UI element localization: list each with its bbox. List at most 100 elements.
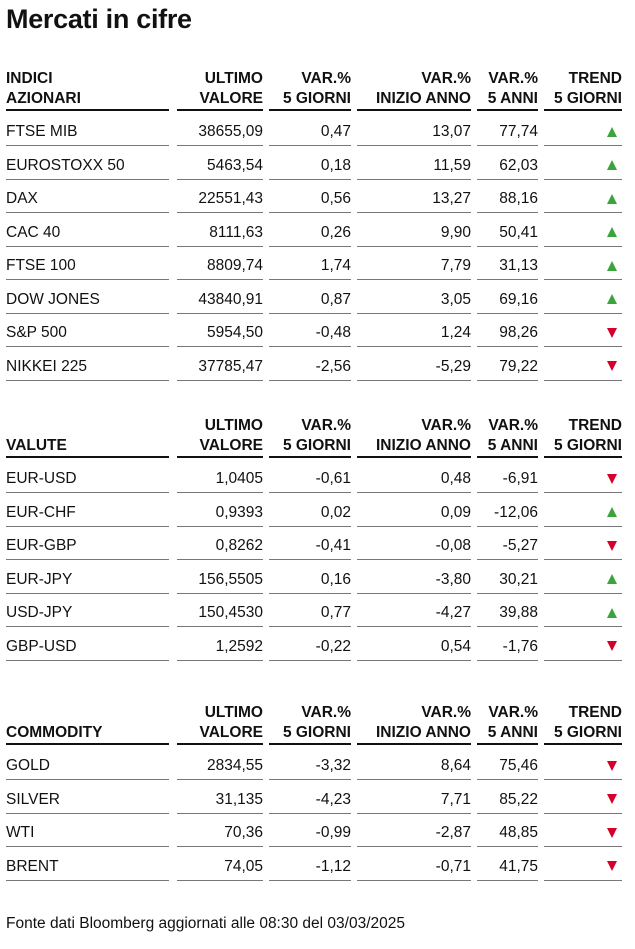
table-row: GOLD 2834,55 -3,32 8,64 75,46 [6, 748, 622, 782]
column-header-line: INIZIO ANNO [375, 90, 471, 107]
section-label-line: VALUTE [6, 437, 67, 454]
table-header: COMMODITY ULTIMO VALORE VAR.% 5 GIORNI VAR.% I… [6, 703, 622, 748]
cell-trend [544, 349, 622, 381]
cell-var5: -4,23 [269, 782, 351, 814]
cell-var5anni: 88,16 [477, 181, 538, 213]
cell-trend [544, 148, 622, 180]
section-table: VALUTE ULTIMO VALORE VAR.% 5 GIORNI VAR.% INIZ… [6, 416, 622, 663]
triangle-up-icon [607, 294, 617, 305]
cell-name: EUR-CHF [6, 495, 169, 527]
table-header: VALUTE ULTIMO VALORE VAR.% 5 GIORNI VAR.% INIZ… [6, 416, 622, 461]
column-header-line: INIZIO ANNO [375, 724, 471, 741]
cell-trend [544, 248, 622, 280]
cell-varAnno: 3,05 [357, 282, 471, 314]
cell-trend [544, 748, 622, 780]
triangle-up-icon [607, 160, 617, 171]
cell-trend [544, 849, 622, 881]
cell-var5anni: 85,22 [477, 782, 538, 814]
cell-trend [544, 461, 622, 493]
cell-name: WTI [6, 815, 169, 847]
cell-varAnno: 1,24 [357, 315, 471, 347]
cell-var5anni: 41,75 [477, 849, 538, 881]
column-header-line: 5 GIORNI [553, 90, 622, 107]
triangle-down-icon [607, 794, 617, 805]
cell-ultimo: 43840,91 [177, 282, 263, 314]
cell-trend [544, 315, 622, 347]
triangle-down-icon [607, 361, 617, 372]
cell-var5anni: 98,26 [477, 315, 538, 347]
cell-var5anni: 31,13 [477, 248, 538, 280]
section-label-line [6, 703, 169, 723]
column-header-line: 5 GIORNI [282, 724, 351, 741]
column-header-line: ULTIMO [204, 70, 263, 87]
cell-name: EUR-GBP [6, 528, 169, 560]
table-header: INDICI AZIONARI ULTIMO VALORE VAR.% 5 GIORNI V… [6, 69, 622, 114]
column-header-var5anni: VAR.% 5 ANNI [477, 69, 538, 111]
column-header-line: VALORE [199, 90, 263, 107]
table-row: FTSE MIB 38655,09 0,47 13,07 77,74 [6, 114, 622, 148]
cell-varAnno: 7,71 [357, 782, 471, 814]
cell-trend [544, 215, 622, 247]
section-label: VALUTE [6, 416, 169, 458]
cell-varAnno: -2,87 [357, 815, 471, 847]
cell-var5: 0,77 [269, 595, 351, 627]
table-row: SILVER 31,135 -4,23 7,71 85,22 [6, 782, 622, 816]
column-header-ultimo: ULTIMO VALORE [177, 69, 263, 111]
triangle-down-icon [607, 641, 617, 652]
cell-varAnno: 13,07 [357, 114, 471, 146]
cell-var5: 0,56 [269, 181, 351, 213]
column-header-line: VALORE [199, 724, 263, 741]
section-label: COMMODITY [6, 703, 169, 745]
cell-var5: -0,61 [269, 461, 351, 493]
cell-var5anni: 77,74 [477, 114, 538, 146]
cell-ultimo: 150,4530 [177, 595, 263, 627]
cell-trend [544, 629, 622, 661]
cell-var5anni: 62,03 [477, 148, 538, 180]
column-header-line: 5 GIORNI [553, 437, 622, 454]
cell-var5: 0,87 [269, 282, 351, 314]
cell-var5anni: 50,41 [477, 215, 538, 247]
triangle-up-icon [607, 260, 617, 271]
cell-trend [544, 595, 622, 627]
column-header-line: ULTIMO [204, 704, 263, 721]
cell-var5: -0,48 [269, 315, 351, 347]
cell-var5anni: -5,27 [477, 528, 538, 560]
cell-var5: -3,32 [269, 748, 351, 780]
cell-var5: -2,56 [269, 349, 351, 381]
section-label-line: COMMODITY [6, 724, 103, 741]
column-header-line: VALORE [199, 437, 263, 454]
column-header-ultimo: ULTIMO VALORE [177, 416, 263, 458]
column-header-line: VAR.% [301, 704, 351, 721]
cell-name: DAX [6, 181, 169, 213]
cell-ultimo: 8111,63 [177, 215, 263, 247]
cell-var5: 1,74 [269, 248, 351, 280]
cell-trend [544, 114, 622, 146]
column-header-line: VAR.% [301, 417, 351, 434]
table-row: EUR-JPY 156,5505 0,16 -3,80 30,21 [6, 562, 622, 596]
cell-name: FTSE MIB [6, 114, 169, 146]
cell-varAnno: 8,64 [357, 748, 471, 780]
cell-ultimo: 5463,54 [177, 148, 263, 180]
table-row: GBP-USD 1,2592 -0,22 0,54 -1,76 [6, 629, 622, 663]
cell-name: EUROSTOXX 50 [6, 148, 169, 180]
cell-name: EUR-USD [6, 461, 169, 493]
column-header-ultimo: ULTIMO VALORE [177, 703, 263, 745]
table-row: EUR-GBP 0,8262 -0,41 -0,08 -5,27 [6, 528, 622, 562]
column-header-line: TREND [568, 70, 622, 87]
cell-varAnno: 13,27 [357, 181, 471, 213]
cell-var5: -0,22 [269, 629, 351, 661]
cell-ultimo: 38655,09 [177, 114, 263, 146]
column-header-line: 5 GIORNI [282, 437, 351, 454]
cell-trend [544, 282, 622, 314]
cell-ultimo: 74,05 [177, 849, 263, 881]
cell-varAnno: -3,80 [357, 562, 471, 594]
cell-ultimo: 156,5505 [177, 562, 263, 594]
cell-ultimo: 22551,43 [177, 181, 263, 213]
cell-var5anni: 39,88 [477, 595, 538, 627]
triangle-down-icon [607, 861, 617, 872]
triangle-down-icon [607, 760, 617, 771]
triangle-down-icon [607, 473, 617, 484]
column-header-line: VAR.% [421, 70, 471, 87]
triangle-up-icon [607, 507, 617, 518]
cell-ultimo: 31,135 [177, 782, 263, 814]
